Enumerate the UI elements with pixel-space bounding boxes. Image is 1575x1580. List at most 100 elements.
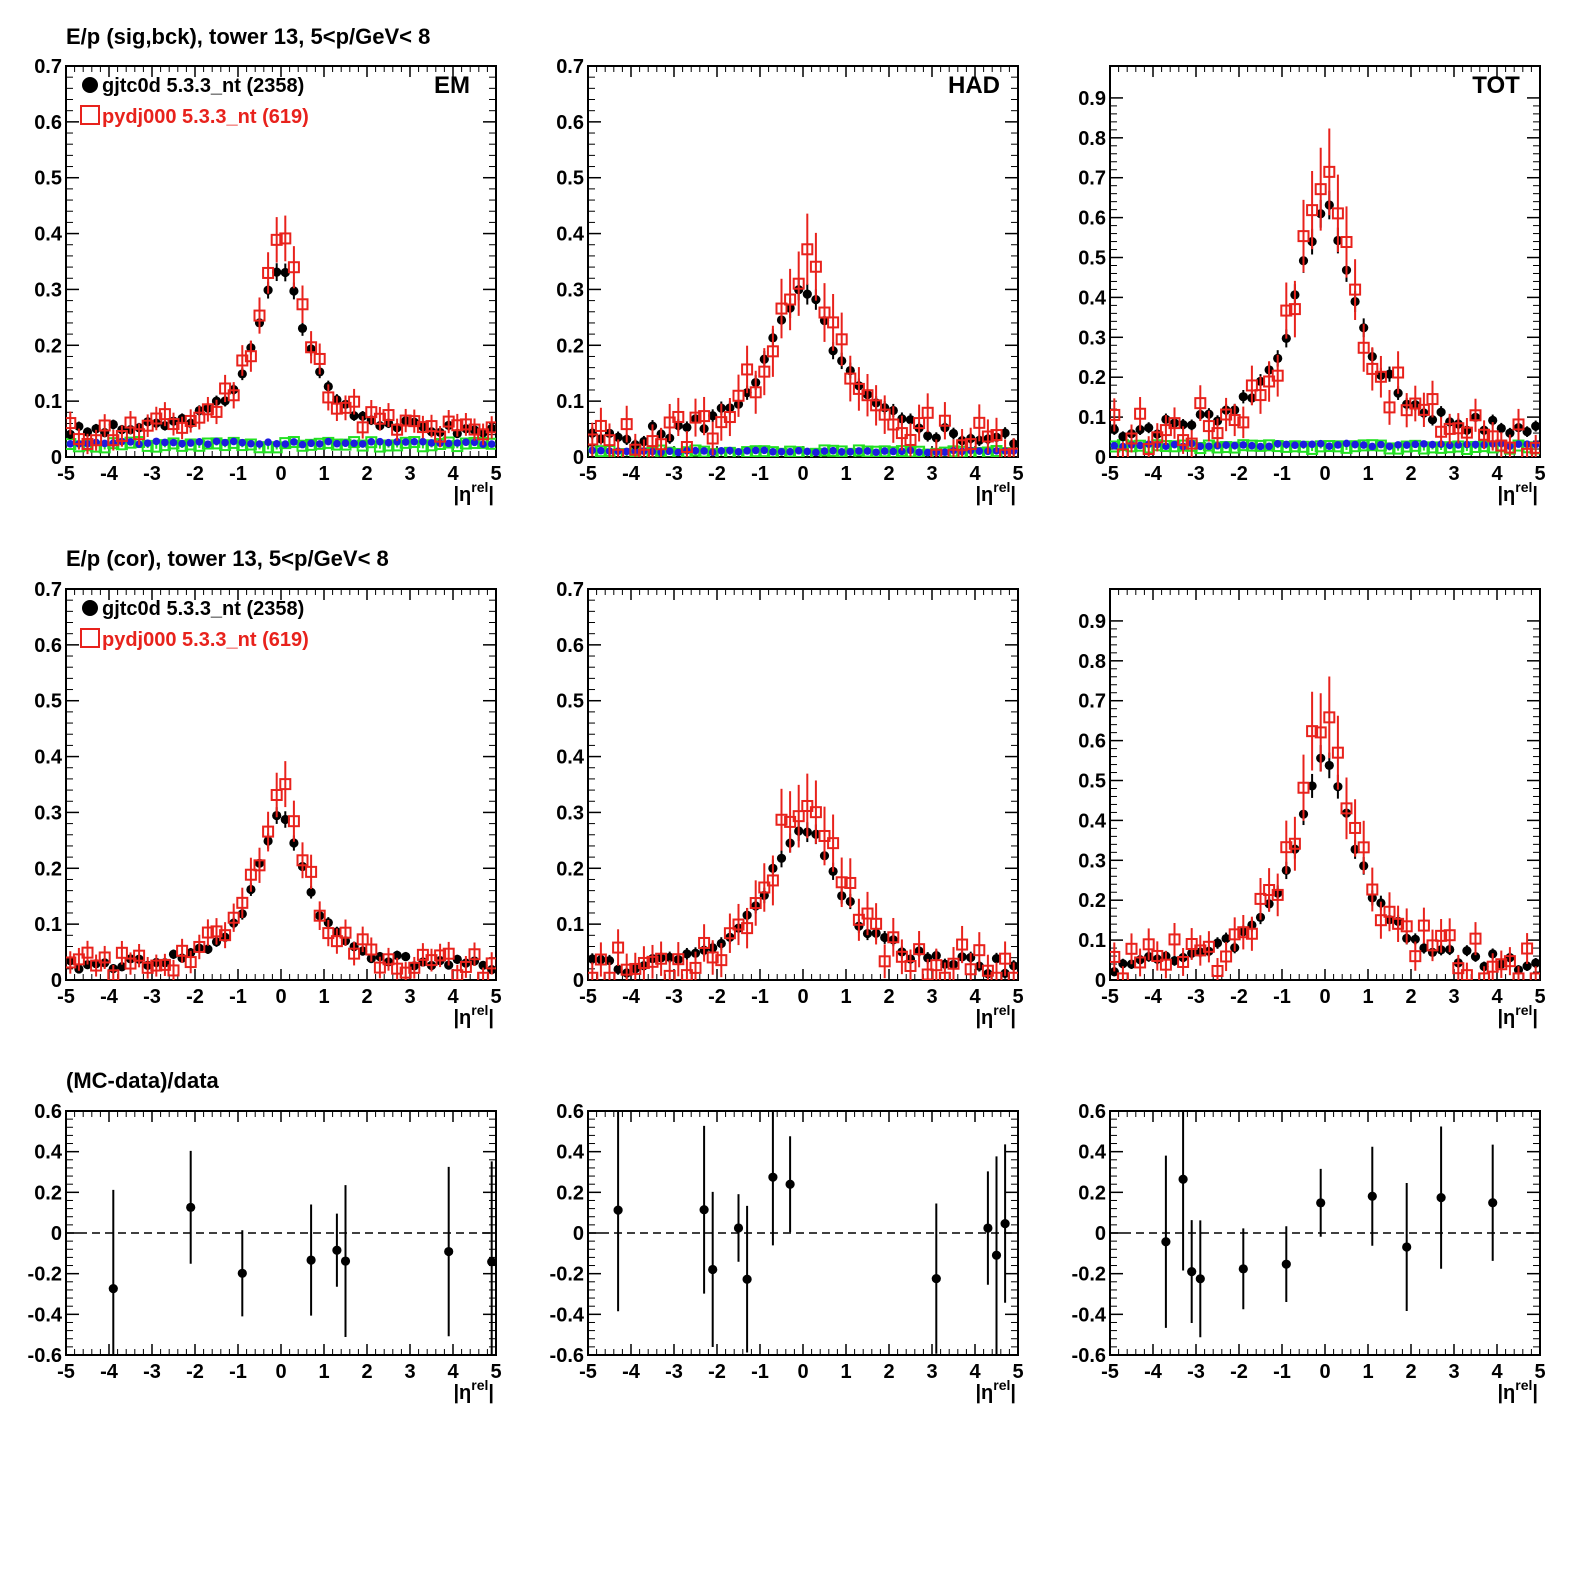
mc-point: [141, 961, 154, 974]
plot-frame: [1109, 65, 1541, 458]
x-tick-label: -5: [579, 1361, 597, 1383]
bck-data-point: [743, 446, 751, 455]
mc-point: [801, 243, 814, 256]
mc-point: [672, 410, 685, 423]
bck-data-point: [975, 447, 984, 455]
x-tick-label: -2: [186, 1361, 204, 1383]
data-point: [776, 853, 787, 863]
y-tick-label: -0.6: [28, 1345, 62, 1367]
ratio-point: [237, 1268, 247, 1278]
data-point: [280, 814, 290, 825]
mc-point: [184, 956, 197, 969]
mc-point: [612, 448, 625, 457]
bck-data-point: [307, 439, 315, 448]
legend-mc-label: pydj000 5.3.3_nt (619): [102, 629, 309, 651]
y-tick-label: 0.5: [1078, 248, 1106, 270]
data-point: [1221, 933, 1231, 944]
y-tick-label: 0.6: [556, 1101, 584, 1123]
mc-point: [141, 419, 154, 432]
mc-point: [1314, 726, 1327, 739]
bck-data-point: [1265, 442, 1273, 451]
data-point: [1419, 943, 1429, 953]
x-tick-label: -2: [1230, 986, 1248, 1008]
bck-data-point: [1385, 442, 1394, 451]
bck-data-point: [100, 439, 109, 448]
mc-point: [1314, 183, 1327, 196]
bck-data-point: [1299, 440, 1308, 449]
mc-point: [620, 418, 633, 431]
mc-point: [468, 948, 481, 961]
mc-point: [1177, 955, 1190, 968]
ratio-point: [1436, 1193, 1446, 1203]
x-tick-label: 4: [969, 463, 981, 485]
mc-point: [878, 408, 891, 421]
x-tick-label: 4: [1491, 986, 1503, 1008]
mc-point: [1486, 430, 1499, 443]
mc-point: [1211, 964, 1224, 977]
data-point: [203, 944, 213, 954]
data-point: [923, 431, 933, 441]
y-tick-label: -0.4: [1072, 1304, 1107, 1326]
mc-point: [296, 298, 309, 311]
x-axis-label-main: |η: [1497, 484, 1515, 506]
mc-point: [1529, 441, 1540, 454]
mc-point: [210, 925, 223, 938]
mc-point: [981, 430, 994, 443]
y-tick-label: 0.7: [556, 579, 584, 601]
x-tick-label: 4: [1491, 463, 1503, 485]
y-tick-label: 0.4: [1078, 1142, 1107, 1164]
mc-point: [382, 953, 395, 966]
bck-data-point: [1411, 440, 1420, 449]
mc-point: [792, 277, 805, 290]
mc-point: [1306, 725, 1319, 738]
x-axis-label-sup: rel: [993, 479, 1010, 495]
mc-point: [66, 956, 77, 969]
x-tick-label: -4: [1144, 463, 1163, 485]
mc-point: [895, 950, 908, 963]
mc-point: [938, 414, 951, 427]
bck-data-point: [204, 440, 212, 449]
panel-0: -5 -4 -3 -2 -1 0 1 2 3 4 5|ηrel|00.10.20.30.40.50.…: [34, 56, 501, 506]
mc-point: [1503, 955, 1516, 968]
mc-point: [758, 365, 771, 378]
mc-point: [270, 233, 283, 246]
ratio-point: [733, 1223, 744, 1233]
mc-point: [1512, 972, 1525, 980]
x-axis-label-main: |η: [975, 1007, 993, 1029]
data-point: [931, 433, 941, 443]
y-tick-label: 0.2: [556, 1182, 584, 1204]
x-axis-label: |ηrel|: [1497, 479, 1538, 506]
y-tick-label: -0.2: [550, 1264, 584, 1286]
mc-point: [313, 352, 326, 365]
mc-point: [399, 414, 412, 427]
bck-data-point: [794, 446, 803, 455]
mc-point: [1280, 841, 1293, 854]
data-point: [1462, 946, 1472, 956]
x-tick-label: 5: [1012, 463, 1023, 485]
bck-data-point: [186, 439, 195, 447]
x-tick-label: -5: [1101, 463, 1119, 485]
x-axis-label-close: |: [1532, 1007, 1538, 1029]
mc-point: [809, 806, 822, 819]
mc-point: [98, 951, 111, 964]
mc-point: [637, 956, 650, 969]
x-tick-label: -3: [143, 986, 161, 1008]
y-tick-label: 0: [51, 447, 62, 469]
mc-point: [715, 954, 728, 967]
y-tick-label: 0.2: [34, 335, 62, 357]
bck-data-point: [1316, 439, 1325, 448]
x-tick-label: 3: [404, 463, 415, 485]
mc-point: [973, 944, 986, 957]
panel-5: -5 -4 -3 -2 -1 0 1 2 3 4 5|ηrel|00.10.20.30.40.50.…: [1078, 588, 1546, 1029]
legend-mc-marker: [80, 628, 100, 648]
bck-data-point: [238, 438, 247, 447]
mc-point: [784, 293, 797, 306]
data-point: [108, 419, 118, 430]
data-point: [82, 960, 93, 970]
y-tick-label: 0: [1095, 447, 1106, 469]
mc-point: [844, 372, 857, 385]
mc-point: [835, 876, 848, 889]
mc-point: [844, 876, 857, 889]
legend-data-marker: [82, 77, 98, 93]
x-tick-label: -4: [622, 1361, 641, 1383]
